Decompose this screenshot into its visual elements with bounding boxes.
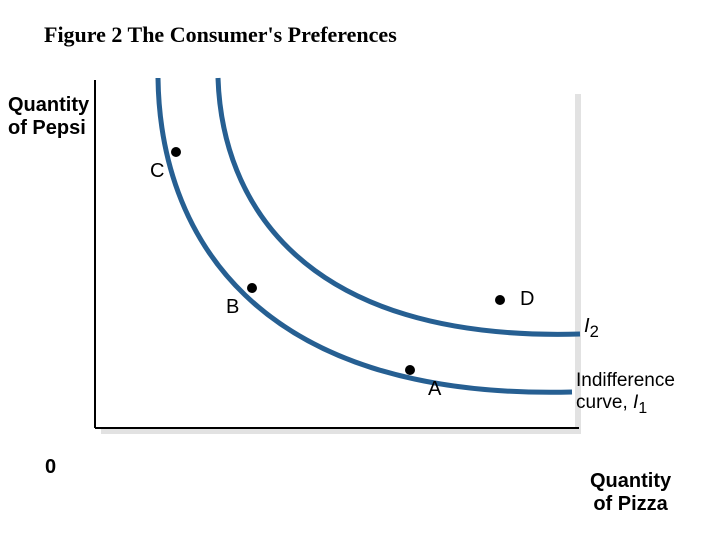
- point-label-B: B: [226, 296, 239, 319]
- point-label-A: A: [428, 378, 441, 401]
- curve-label-I1: Indifference curve, I1: [576, 370, 716, 418]
- point-A: [405, 365, 415, 375]
- point-B: [247, 283, 257, 293]
- point-C: [171, 147, 181, 157]
- curve-label-I2: I2: [584, 315, 599, 342]
- point-D: [495, 295, 505, 305]
- point-label-D: D: [520, 288, 534, 311]
- y-axis-label: Quantityof Pepsi: [8, 94, 89, 140]
- point-label-C: C: [150, 160, 164, 183]
- chart-canvas: [0, 0, 720, 540]
- origin-label: 0: [45, 456, 56, 479]
- x-axis-label: Quantityof Pizza: [590, 470, 671, 516]
